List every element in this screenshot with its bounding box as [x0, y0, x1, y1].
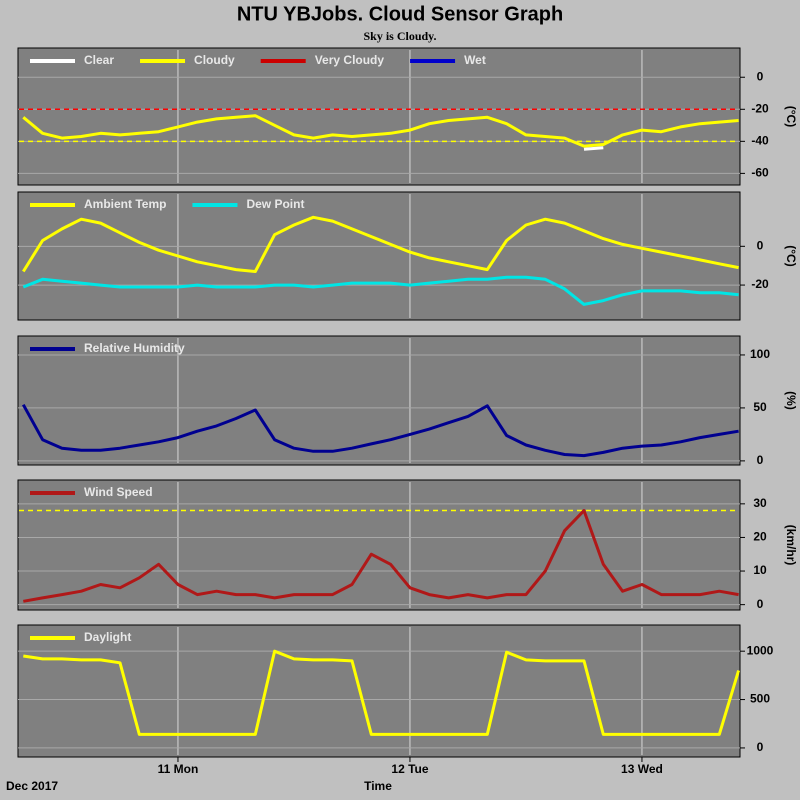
legend-label: Dew Point [246, 197, 304, 211]
legend-label: Relative Humidity [84, 341, 185, 355]
y-tick-label: 100 [750, 347, 770, 361]
y-tick-label: -20 [751, 101, 769, 115]
y-tick-label: 30 [753, 496, 767, 510]
series-line [23, 509, 739, 603]
y-tick-label: -40 [751, 134, 769, 148]
y-tick-label: 0 [757, 453, 764, 467]
plot-area [17, 47, 741, 186]
legend-label: Ambient Temp [84, 197, 166, 211]
series-line [583, 146, 604, 151]
y-tick-label: 1000 [747, 643, 774, 657]
series-line [22, 215, 739, 273]
x-period-label: Dec 2017 [6, 779, 58, 793]
y-tick-label: 10 [753, 563, 767, 577]
y-tick-label: 50 [753, 400, 767, 414]
y-tick-label: 500 [750, 692, 770, 706]
legend-label: Wind Speed [84, 485, 153, 499]
y-axis-label: (km/hr) [784, 525, 798, 566]
series-line [23, 649, 741, 736]
y-axis-label: (°C) [784, 245, 798, 266]
title: NTU YBJobs. Cloud Sensor Graph [237, 3, 563, 25]
x-tick-label: 13 Wed [621, 762, 663, 776]
legend-label: Very Cloudy [315, 53, 385, 67]
y-axis-label: (%) [784, 391, 798, 410]
x-tick-label: 11 Mon [158, 762, 199, 776]
plot-area [17, 191, 741, 321]
plot-area [17, 479, 741, 611]
y-axis-label: (°C) [784, 106, 798, 127]
legend-label: Cloudy [194, 53, 235, 67]
y-tick-label: 0 [757, 238, 764, 252]
y-tick-label: 0 [757, 597, 764, 611]
subtitle: Sky is Cloudy. [363, 29, 436, 43]
y-tick-label: 0 [757, 740, 764, 754]
series-line [21, 403, 739, 458]
y-tick-label: 0 [757, 69, 764, 83]
legend-label: Clear [84, 53, 114, 67]
legend-label: Wet [464, 53, 486, 67]
y-tick-label: 20 [753, 530, 767, 544]
series-line [22, 114, 739, 148]
x-tick-label: 12 Tue [391, 762, 428, 776]
legend-label: Daylight [84, 630, 131, 644]
y-tick-label: -20 [751, 277, 769, 291]
y-tick-label: -60 [751, 166, 769, 180]
series-line [22, 275, 739, 306]
x-axis-label: Time [364, 779, 392, 793]
